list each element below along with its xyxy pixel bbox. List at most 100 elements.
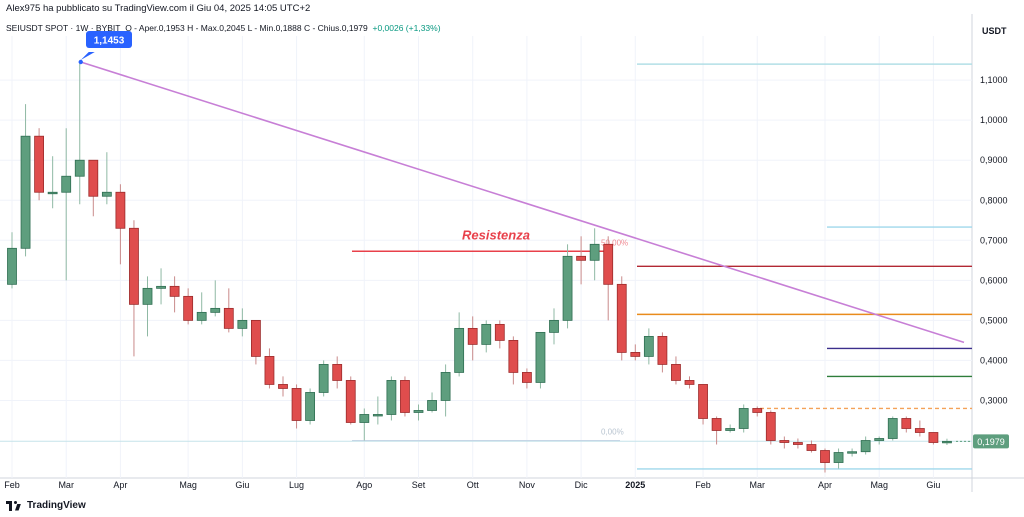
time-axis-tick: Apr: [113, 480, 127, 490]
candle-body: [765, 412, 776, 441]
candle-body: [183, 295, 194, 321]
candle-body: [372, 414, 383, 417]
candle-body: [738, 408, 749, 429]
candle-body: [88, 159, 99, 197]
candle-body: [833, 452, 844, 463]
tradingview-logo-icon: [6, 500, 22, 511]
candle-body: [47, 191, 58, 195]
candle-body: [196, 311, 207, 321]
symbol-info-line: SEIUSDT SPOT · 1W · BYBIT O - Aper.0,195…: [6, 23, 441, 33]
time-axis-tick: 2025: [625, 480, 645, 490]
candle-body: [250, 319, 261, 357]
candle-body: [603, 243, 614, 285]
price-axis-tick: 0,3000: [980, 395, 1008, 405]
candle-body: [847, 451, 857, 454]
candle-body: [318, 364, 329, 393]
candle-body: [115, 191, 126, 229]
candle-body: [237, 319, 248, 329]
candle-body: [34, 135, 44, 193]
candle-body: [20, 135, 31, 249]
candle-body: [74, 159, 85, 177]
candle-body: [508, 339, 519, 373]
time-axis-tick: Mag: [870, 480, 888, 490]
candle-body: [440, 372, 451, 401]
time-axis-tick: Feb: [695, 480, 711, 490]
candle-body: [942, 440, 952, 444]
candle-body: [643, 335, 654, 357]
candle-body: [413, 410, 424, 413]
candle-body: [169, 285, 180, 297]
candle-body: [359, 414, 370, 423]
candle-body: [142, 287, 153, 305]
resistance-label: Resistenza: [462, 227, 530, 242]
descending-trendline: [80, 61, 965, 344]
candle-body: [7, 247, 17, 285]
candle-body: [129, 227, 139, 305]
price-axis-tick: 0,8000: [980, 195, 1008, 205]
candle-body: [481, 323, 492, 345]
candle-body: [386, 380, 397, 415]
price-axis-currency: USDT: [982, 26, 1007, 36]
candle-body: [156, 285, 166, 289]
price-axis-tick: 1,0000: [980, 115, 1008, 125]
tradingview-branding: TradingView: [6, 500, 86, 511]
peak-price-label: 1,1453: [94, 36, 125, 47]
candle-body: [291, 388, 302, 421]
candle-body: [698, 384, 708, 419]
time-axis-tick: Nov: [519, 480, 536, 490]
candle-body: [820, 450, 830, 463]
last-price-value: 0,1979: [977, 437, 1005, 447]
candle-body: [562, 255, 573, 321]
candle-body: [657, 335, 668, 365]
candle-body: [427, 400, 437, 411]
tradingview-brand-name: TradingView: [27, 500, 86, 511]
published-by-line: Alex975 ha pubblicato su TradingView.com…: [6, 3, 311, 14]
candle-body: [467, 327, 478, 345]
candle-body: [522, 372, 532, 383]
price-axis-tick: 0,7000: [980, 235, 1008, 245]
time-axis-tick: Dic: [575, 480, 588, 490]
candle-body: [210, 307, 221, 313]
candle-body: [793, 442, 803, 445]
candle-body: [684, 380, 695, 385]
candle-body: [860, 440, 871, 453]
time-axis-tick: Giu: [926, 480, 940, 490]
time-axis-tick: Feb: [4, 480, 20, 490]
time-axis-tick: Mag: [179, 480, 197, 490]
candle-body: [332, 364, 343, 381]
candle-body: [400, 380, 410, 413]
candle-body: [589, 243, 600, 261]
candle-body: [223, 307, 234, 329]
candle-body: [630, 352, 641, 357]
candle-body: [101, 191, 112, 197]
peak-marker: [78, 59, 83, 65]
candle-body: [887, 418, 898, 439]
fib-level-label: 50,00%: [601, 238, 628, 247]
candle-body: [61, 175, 72, 193]
time-axis-tick: Apr: [818, 480, 832, 490]
ohlc-values: O - Aper.0,1953 H - Max.0,2045 L - Min.0…: [125, 23, 368, 33]
candle-body: [901, 418, 912, 429]
time-axis-tick: Set: [412, 480, 426, 490]
candle-body: [494, 323, 505, 341]
candle-body: [914, 428, 925, 433]
candlestick-chart[interactable]: 1,1000 1,0000 0,9000 0,8000 0,7000 0,6000 0,50…: [0, 0, 1024, 495]
candle-body: [711, 418, 722, 431]
fib-level-label: 0,00%: [601, 428, 624, 437]
candle-body: [752, 408, 763, 413]
last-price-badge: [973, 434, 1009, 449]
candle-body: [806, 444, 817, 451]
candle-body: [549, 319, 559, 333]
time-axis-tick: Lug: [289, 480, 304, 490]
candle-body: [305, 392, 316, 421]
candle-body: [928, 432, 939, 443]
time-axis-tick: Mar: [58, 480, 74, 490]
candle-body: [278, 384, 288, 389]
time-axis-tick: Ott: [467, 480, 480, 490]
candle-body: [535, 331, 546, 383]
candle-body: [779, 440, 790, 443]
price-axis-tick: 0,9000: [980, 155, 1008, 165]
candle-body: [874, 438, 885, 441]
price-axis-tick: 0,6000: [980, 275, 1008, 285]
candle-body: [454, 327, 465, 373]
